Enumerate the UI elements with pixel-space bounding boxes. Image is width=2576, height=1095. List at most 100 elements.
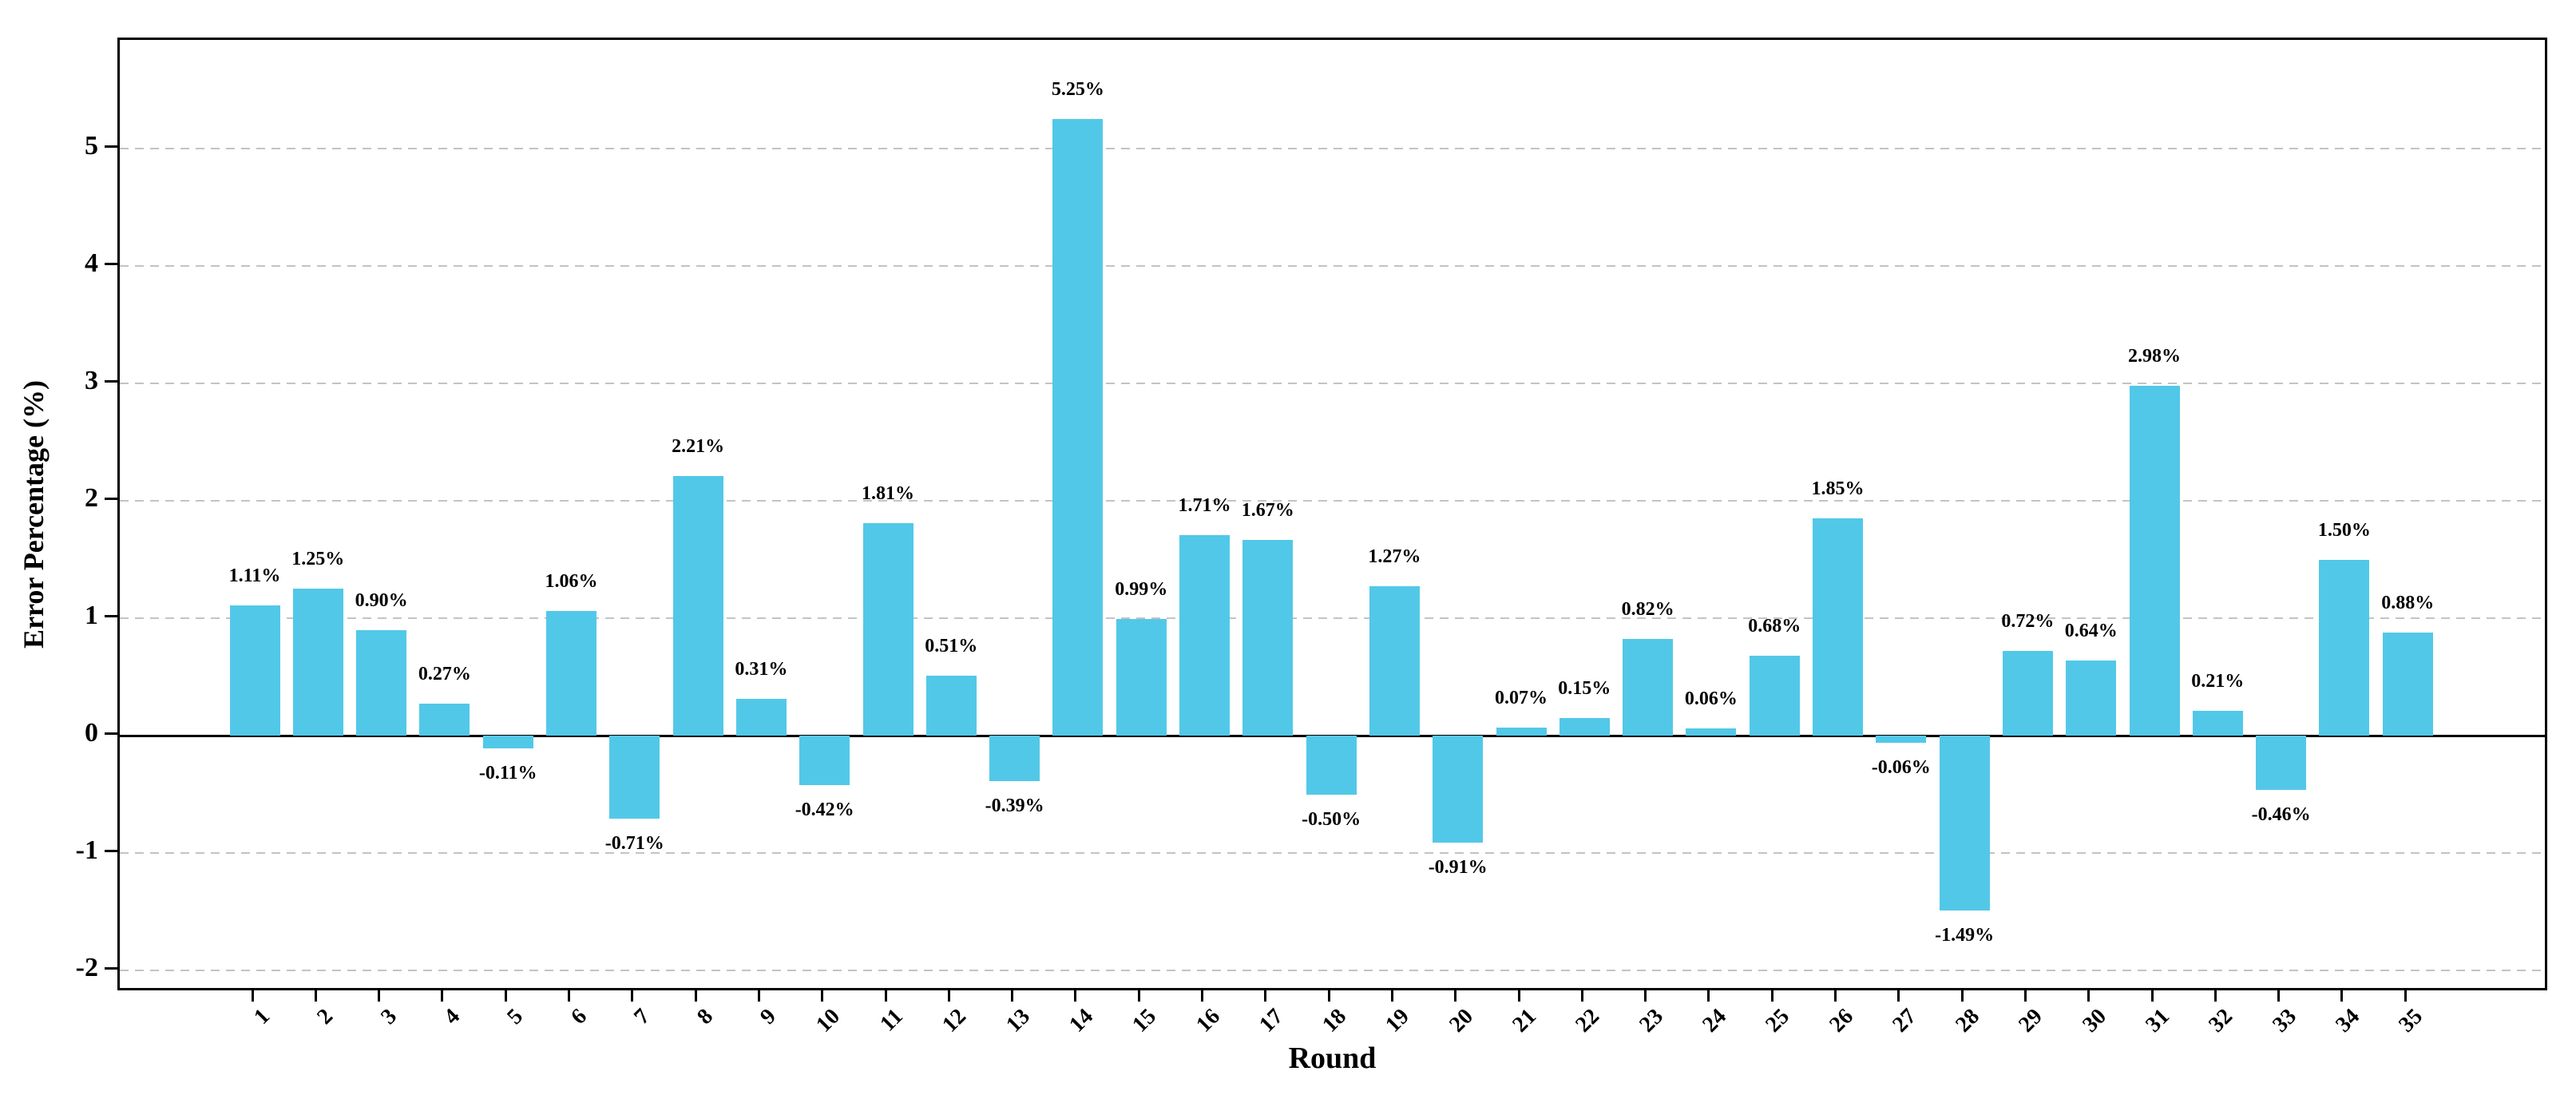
bar-round-13: [989, 736, 1040, 782]
x-tick-mark: [1390, 990, 1393, 1002]
bar-value-label: -0.39%: [985, 795, 1044, 817]
bar-value-label: 0.07%: [1495, 687, 1548, 708]
bar-round-2: [292, 589, 343, 736]
bar-round-11: [862, 522, 913, 736]
bar-round-27: [1876, 736, 1927, 743]
x-tick-mark: [1834, 990, 1837, 1002]
x-tick-mark: [378, 990, 381, 1002]
gridline-y1: [120, 617, 2545, 619]
bar-value-label: -0.42%: [795, 799, 854, 820]
bar-round-16: [1179, 534, 1230, 736]
x-tick-mark: [821, 990, 824, 1002]
bar-round-25: [1749, 656, 1800, 736]
x-tick-mark: [568, 990, 570, 1002]
x-tick-mark: [694, 990, 697, 1002]
bar-round-12: [925, 676, 977, 736]
bar-round-10: [799, 736, 850, 785]
x-tick-mark: [1770, 990, 1773, 1002]
bar-round-32: [2192, 711, 2243, 736]
bar-value-label: -0.50%: [1302, 808, 1361, 830]
y-tick-mark: [105, 967, 117, 970]
bar-round-23: [1623, 639, 1674, 736]
bar-value-label: 1.25%: [291, 549, 345, 570]
gridline-y3: [120, 383, 2545, 384]
bar-value-label: -0.11%: [478, 763, 537, 784]
y-tick-mark: [105, 498, 117, 500]
x-tick-mark: [1580, 990, 1583, 1002]
bar-round-31: [2129, 385, 2180, 736]
y-tick-label: -1: [75, 835, 98, 865]
gridline-y2: [120, 500, 2545, 502]
bar-round-35: [2382, 632, 2433, 736]
x-tick-mark: [1517, 990, 1520, 1002]
bar-value-label: 1.85%: [1811, 478, 1865, 500]
bar-value-label: 1.50%: [2317, 519, 2371, 541]
x-tick-mark: [1264, 990, 1267, 1002]
y-tick-label: 1: [85, 601, 98, 630]
bar-round-8: [672, 476, 723, 736]
x-tick-mark: [2340, 990, 2344, 1002]
x-tick-mark: [441, 990, 444, 1002]
y-tick-mark: [105, 732, 117, 735]
bar-round-33: [2256, 736, 2307, 790]
bar-round-4: [419, 704, 470, 736]
bar-round-24: [1686, 728, 1737, 736]
bar-value-label: 1.06%: [545, 571, 598, 593]
bar-round-15: [1116, 619, 1167, 736]
y-tick-mark: [105, 263, 117, 265]
x-tick-mark: [1074, 990, 1077, 1002]
x-tick-mark: [2213, 990, 2217, 1002]
x-tick-mark: [2087, 990, 2091, 1002]
bar-round-6: [546, 611, 596, 736]
bar-round-20: [1433, 736, 1484, 843]
bar-value-label: -0.71%: [604, 833, 664, 855]
y-tick-mark: [105, 380, 117, 383]
bar-round-17: [1242, 539, 1294, 736]
bar-round-1: [229, 605, 280, 736]
bar-value-label: -1.49%: [1935, 925, 1995, 946]
x-tick-mark: [1454, 990, 1457, 1002]
bar-round-30: [2066, 660, 2117, 736]
bar-value-label: 1.27%: [1368, 546, 1421, 568]
bar-value-label: -0.91%: [1428, 856, 1488, 878]
y-tick-label: 2: [85, 483, 98, 513]
gridline-y-2: [120, 970, 2545, 971]
x-tick-mark: [2277, 990, 2281, 1002]
bar-round-14: [1052, 119, 1104, 736]
x-tick-mark: [631, 990, 634, 1002]
x-tick-mark: [504, 990, 507, 1002]
x-tick-mark: [1201, 990, 1203, 1002]
bar-round-3: [356, 629, 407, 736]
x-tick-mark: [314, 990, 317, 1002]
bar-value-label: 2.21%: [672, 436, 725, 458]
x-tick-mark: [1011, 990, 1014, 1002]
gridline-y4: [120, 265, 2545, 267]
y-tick-label: -2: [75, 953, 98, 982]
bar-value-label: -0.46%: [2251, 803, 2311, 825]
gridline-y5: [120, 148, 2545, 149]
y-tick-label: 5: [85, 131, 98, 161]
bar-round-22: [1559, 717, 1610, 736]
bar-round-28: [1939, 736, 1990, 911]
x-tick-mark: [1644, 990, 1647, 1002]
bar-value-label: 1.11%: [228, 565, 281, 586]
bar-round-7: [609, 736, 660, 819]
x-tick-mark: [1897, 990, 1900, 1002]
bar-round-26: [1813, 518, 1863, 736]
x-tick-mark: [1137, 990, 1140, 1002]
x-tick-mark: [757, 990, 760, 1002]
bar-value-label: 5.25%: [1051, 79, 1104, 101]
gridline-y-1: [120, 852, 2545, 854]
bar-value-label: 1.67%: [1241, 499, 1294, 521]
bar-value-label: 0.82%: [1621, 599, 1674, 621]
x-tick-mark: [947, 990, 950, 1002]
x-tick-mark: [2023, 990, 2027, 1002]
bar-value-label: 1.71%: [1178, 494, 1231, 516]
bar-round-19: [1369, 586, 1420, 736]
bar-value-label: 2.98%: [2128, 345, 2181, 367]
bar-round-21: [1496, 727, 1547, 736]
bar-round-5: [482, 736, 533, 749]
bar-value-label: 1.81%: [862, 482, 914, 504]
bar-round-18: [1306, 736, 1357, 795]
